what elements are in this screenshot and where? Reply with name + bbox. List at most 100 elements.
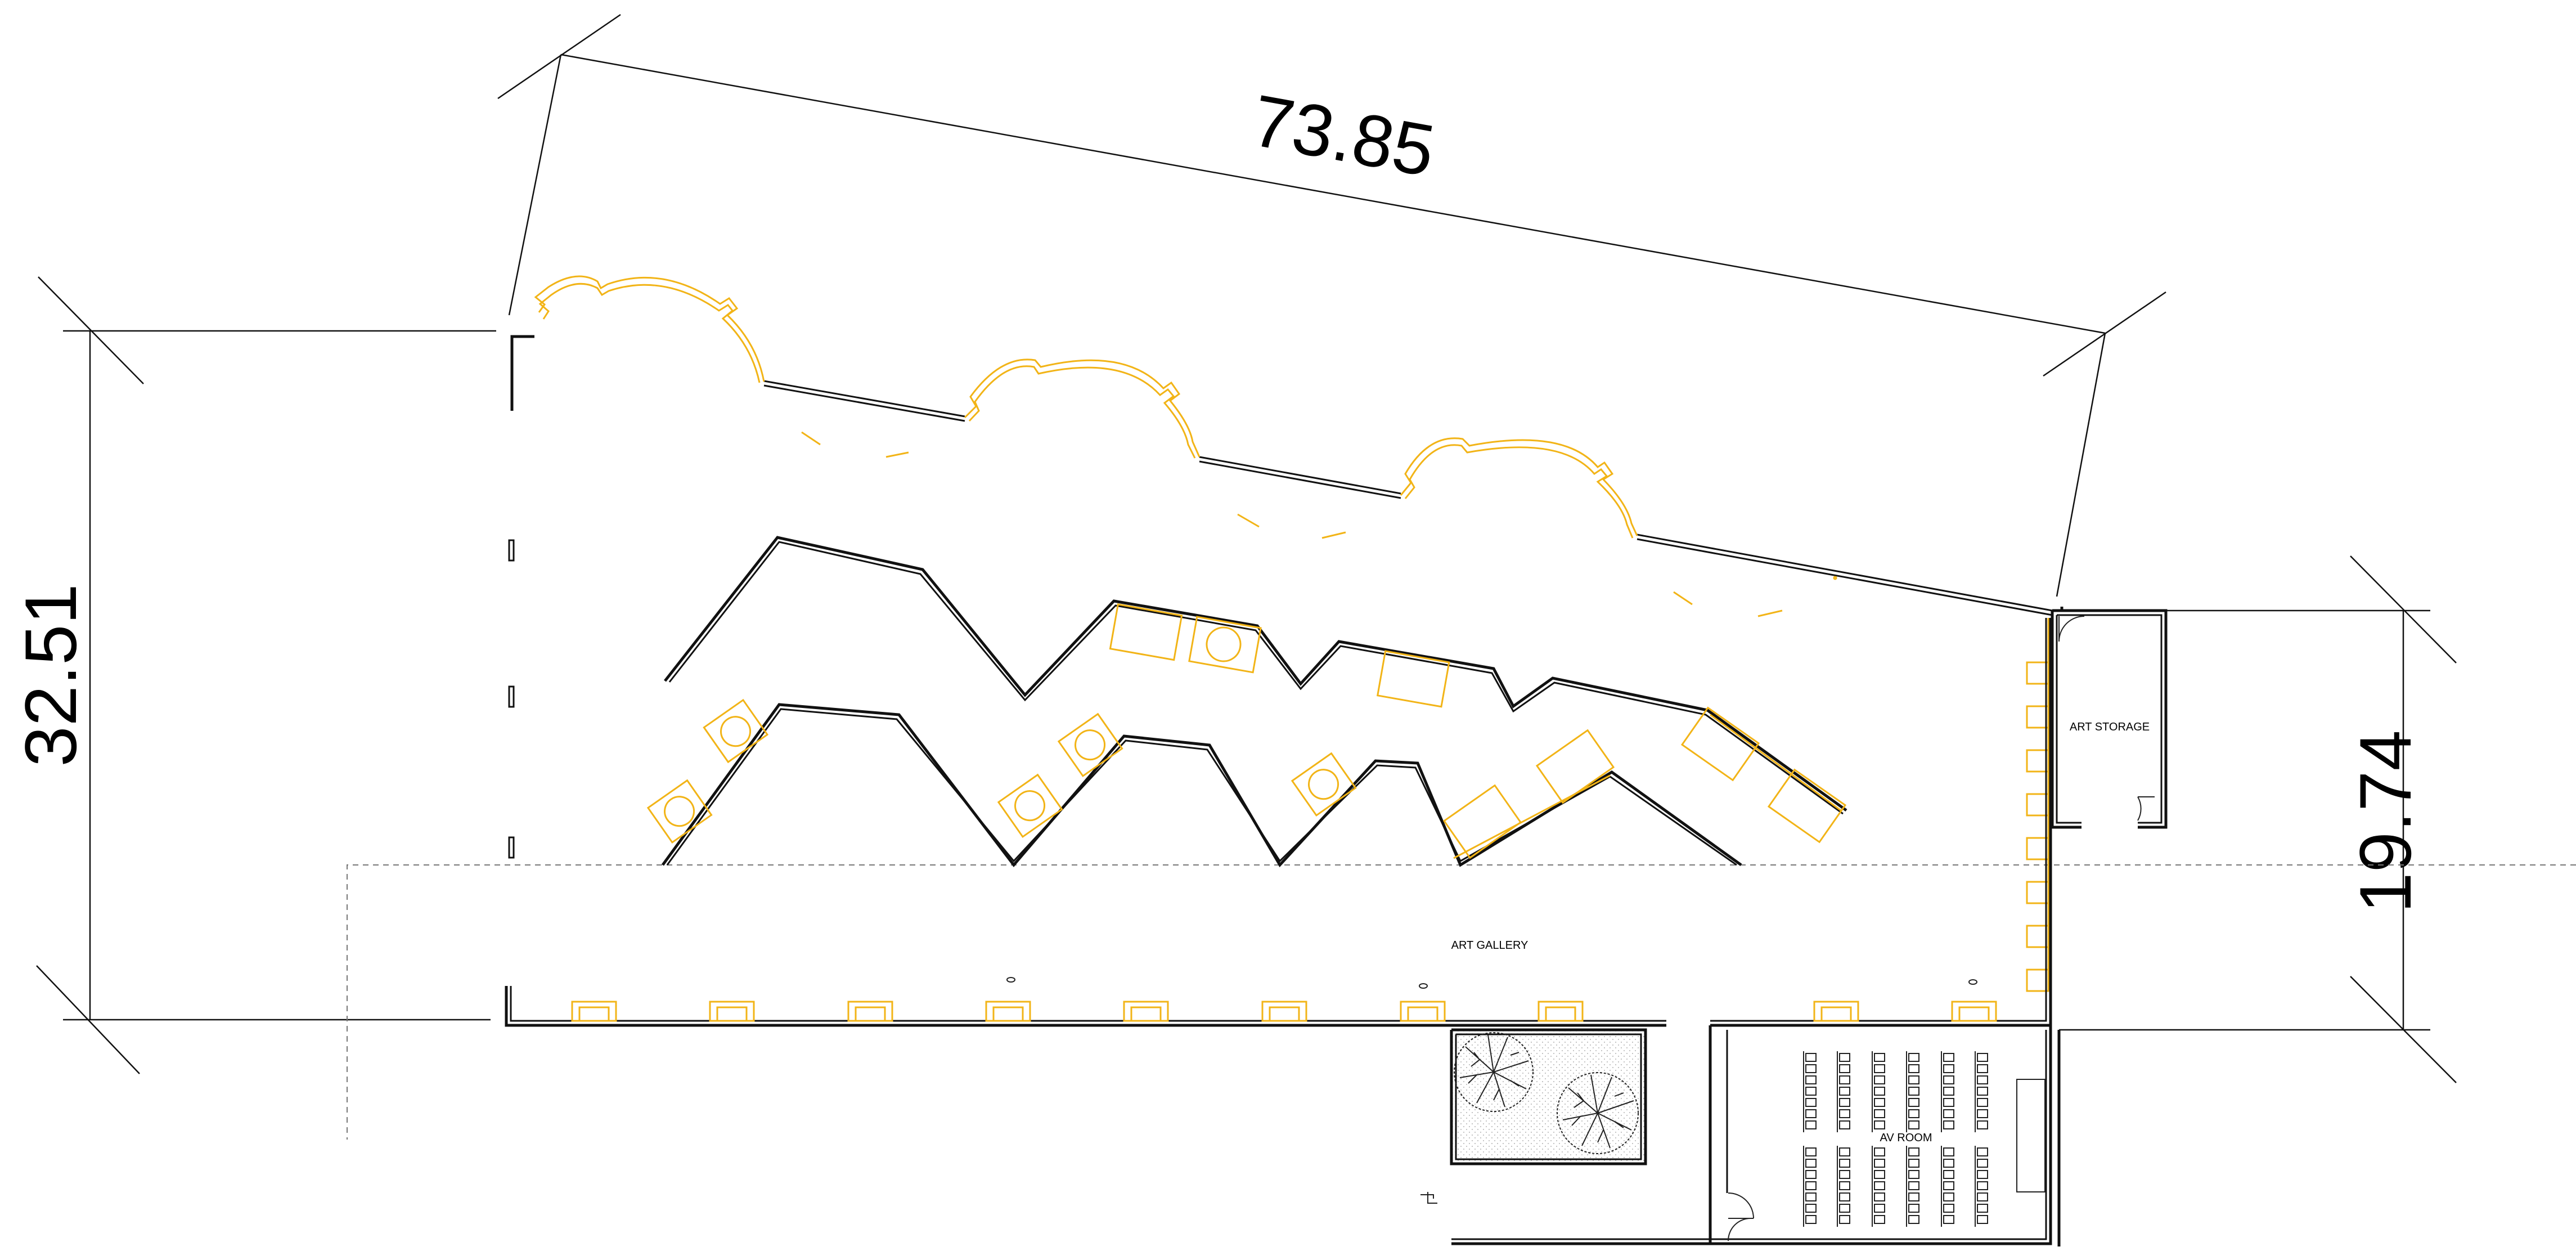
wall-niches bbox=[571, 1001, 1997, 1022]
seat bbox=[1943, 1075, 1954, 1084]
seat bbox=[1839, 1181, 1850, 1190]
seat bbox=[1943, 1098, 1954, 1107]
seat bbox=[1839, 1098, 1850, 1107]
seat bbox=[1805, 1087, 1817, 1096]
art-storage-label: ART STORAGE bbox=[2070, 721, 2150, 733]
seat bbox=[1943, 1064, 1954, 1073]
seat bbox=[1839, 1109, 1850, 1118]
seat bbox=[1874, 1064, 1885, 1073]
seat bbox=[1943, 1170, 1954, 1179]
south-entry bbox=[1420, 1192, 1732, 1245]
seat bbox=[1908, 1087, 1919, 1096]
seat bbox=[1805, 1109, 1817, 1118]
seat bbox=[1805, 1215, 1817, 1224]
zigzag-partition-north bbox=[664, 536, 1847, 815]
seat bbox=[1805, 1064, 1817, 1073]
seat bbox=[1874, 1120, 1885, 1129]
seat bbox=[1943, 1147, 1954, 1156]
seat bbox=[1805, 1053, 1817, 1062]
seat bbox=[1839, 1215, 1850, 1224]
seat-column bbox=[1872, 1146, 1885, 1227]
seat bbox=[1805, 1170, 1817, 1179]
seat bbox=[1874, 1109, 1885, 1118]
av-room-label: AV ROOM bbox=[1880, 1132, 1932, 1144]
seat bbox=[1805, 1147, 1817, 1156]
courtyard bbox=[1450, 1028, 1647, 1165]
seat bbox=[1874, 1204, 1885, 1213]
seat bbox=[1839, 1204, 1850, 1213]
dimension-right: 19.74 bbox=[2059, 555, 2457, 1083]
seat-column bbox=[1975, 1146, 1988, 1227]
seat bbox=[1839, 1170, 1850, 1179]
seat bbox=[1943, 1215, 1954, 1224]
seat bbox=[1908, 1109, 1919, 1118]
seat bbox=[1805, 1120, 1817, 1129]
seat bbox=[1874, 1098, 1885, 1107]
av-room: AV ROOM bbox=[1709, 1025, 2052, 1245]
seating-block-north bbox=[1803, 1051, 1988, 1132]
seat-column bbox=[1941, 1146, 1954, 1227]
seat bbox=[1977, 1204, 1988, 1213]
seat bbox=[1908, 1181, 1919, 1190]
seat bbox=[1908, 1192, 1919, 1201]
seat bbox=[1977, 1170, 1988, 1179]
seat bbox=[1977, 1159, 1988, 1168]
seat bbox=[1874, 1147, 1885, 1156]
seat-column bbox=[1941, 1051, 1954, 1132]
seat bbox=[1908, 1098, 1919, 1107]
sprinkler-marks bbox=[1006, 977, 1977, 989]
seat bbox=[1908, 1053, 1919, 1062]
seat bbox=[1805, 1204, 1817, 1213]
display-elements bbox=[646, 603, 1847, 859]
seat bbox=[1908, 1204, 1919, 1213]
art-gallery-label: ART GALLERY bbox=[1451, 939, 1528, 952]
seat bbox=[1977, 1147, 1988, 1156]
seat bbox=[1943, 1181, 1954, 1190]
seat bbox=[1908, 1170, 1919, 1179]
seat bbox=[1908, 1159, 1919, 1168]
east-wall-panels bbox=[2026, 618, 2049, 992]
seat bbox=[1943, 1109, 1954, 1118]
seat bbox=[1839, 1147, 1850, 1156]
seat bbox=[1943, 1204, 1954, 1213]
seat bbox=[1977, 1053, 1988, 1062]
art-storage-room: ART STORAGE bbox=[2051, 609, 2168, 829]
seat-column bbox=[1837, 1146, 1850, 1227]
seat bbox=[1805, 1075, 1817, 1084]
seat-column bbox=[1872, 1051, 1885, 1132]
seat bbox=[1977, 1064, 1988, 1073]
seat-column bbox=[1906, 1146, 1919, 1227]
dimension-top-label: 73.85 bbox=[1246, 79, 1441, 192]
seat bbox=[1805, 1098, 1817, 1107]
seating-block-south bbox=[1803, 1146, 1988, 1227]
seat bbox=[1874, 1053, 1885, 1062]
seat bbox=[1874, 1170, 1885, 1179]
seat bbox=[1805, 1192, 1817, 1201]
west-wall bbox=[508, 335, 534, 859]
seat bbox=[1839, 1120, 1850, 1129]
seat bbox=[1839, 1192, 1850, 1201]
dimension-top: 73.85 bbox=[497, 14, 2166, 597]
seat bbox=[1977, 1181, 1988, 1190]
seat bbox=[1977, 1109, 1988, 1118]
seat bbox=[1874, 1087, 1885, 1096]
seat-column bbox=[1837, 1051, 1850, 1132]
seat-column bbox=[1975, 1051, 1988, 1132]
north-facade bbox=[534, 275, 2053, 617]
seat bbox=[1839, 1087, 1850, 1096]
seat bbox=[1943, 1053, 1954, 1062]
seat-column bbox=[1803, 1051, 1817, 1132]
dimension-left-label: 32.51 bbox=[10, 584, 92, 766]
seat bbox=[1977, 1098, 1988, 1107]
seat-column bbox=[1906, 1051, 1919, 1132]
seat bbox=[1908, 1075, 1919, 1084]
seat bbox=[1943, 1087, 1954, 1096]
seat bbox=[1839, 1053, 1850, 1062]
seat bbox=[1977, 1120, 1988, 1129]
seat bbox=[1943, 1192, 1954, 1201]
seat bbox=[1874, 1181, 1885, 1190]
seat bbox=[1977, 1192, 1988, 1201]
seat bbox=[1839, 1159, 1850, 1168]
zigzag-partition-south bbox=[661, 703, 1742, 868]
